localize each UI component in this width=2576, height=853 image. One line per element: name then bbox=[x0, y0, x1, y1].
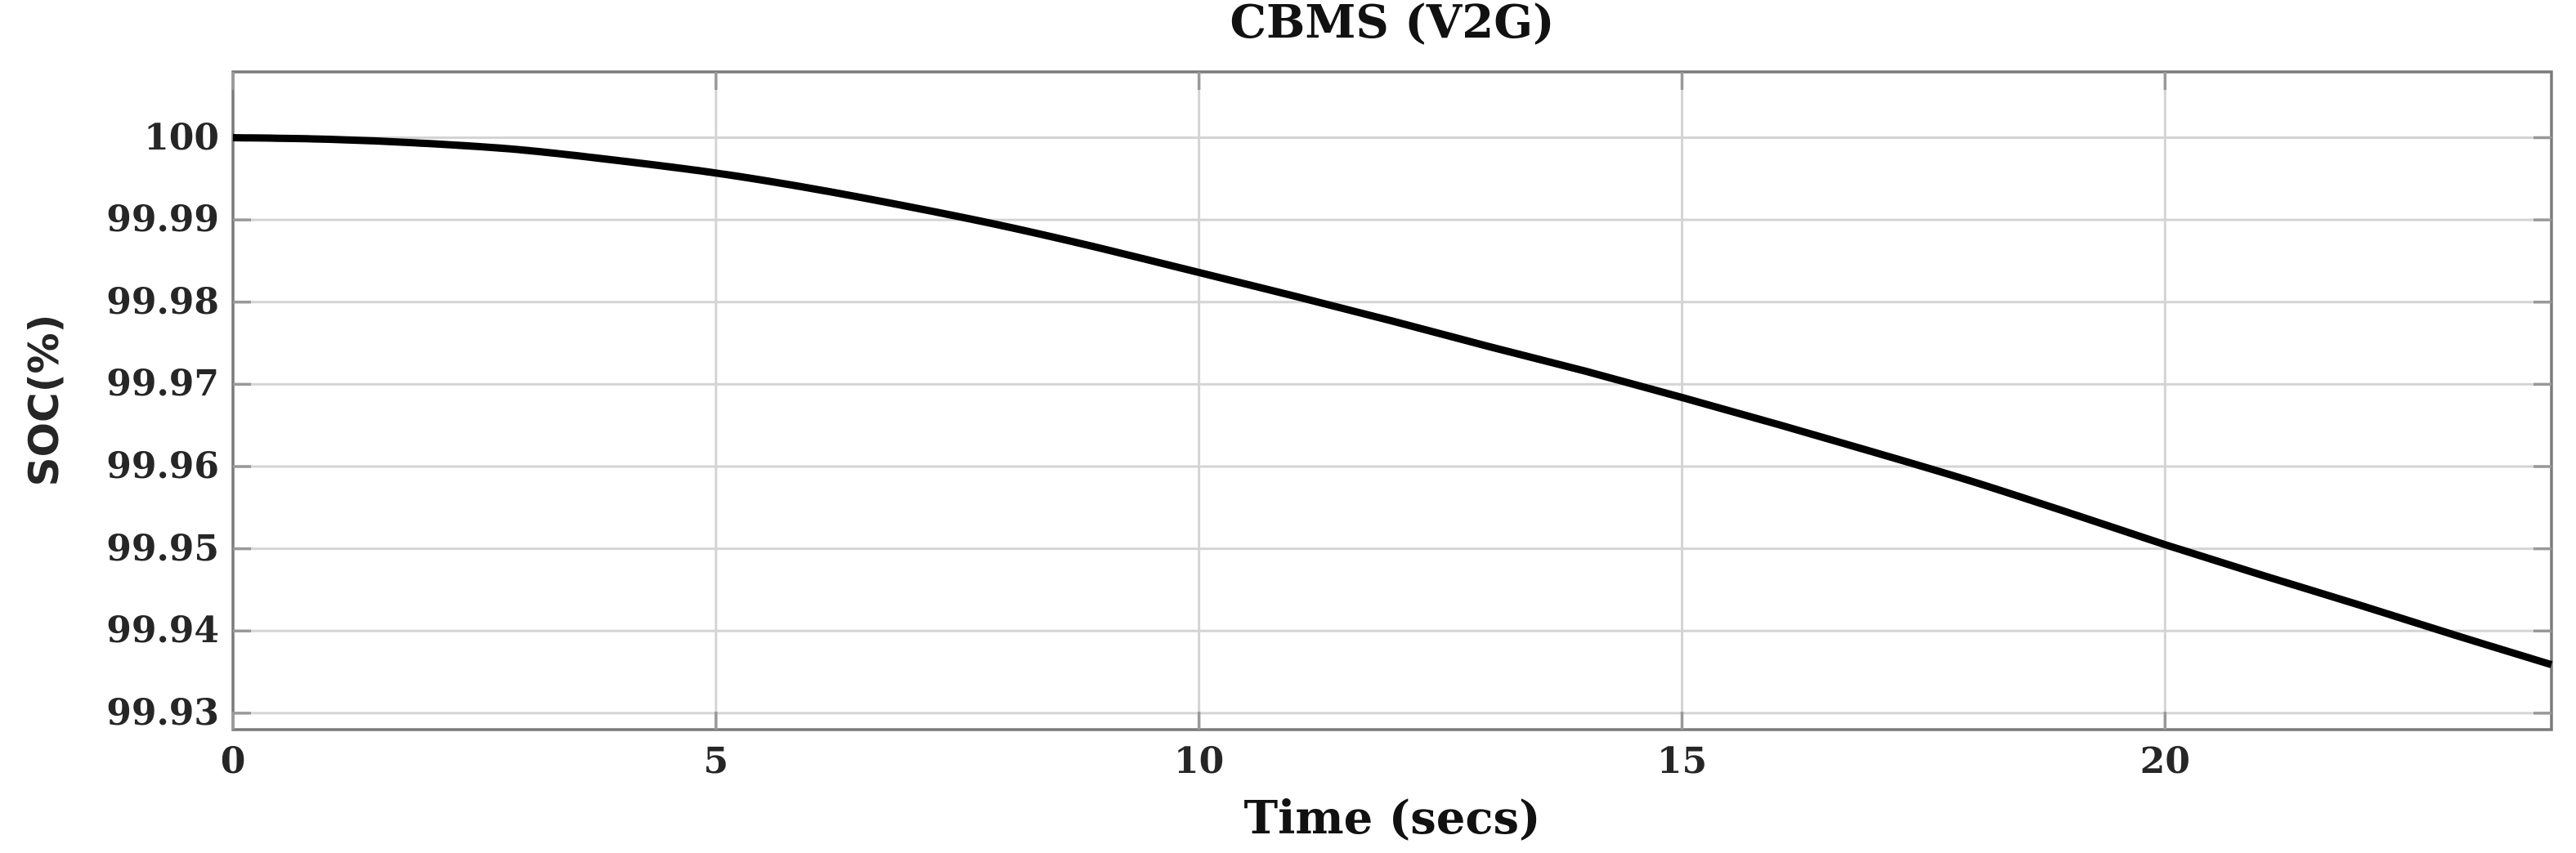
x-tick-label: 5 bbox=[703, 740, 729, 782]
x-tick-label: 10 bbox=[1174, 740, 1225, 782]
y-axis-label: SOC(%) bbox=[20, 314, 68, 487]
y-tick-label: 99.99 bbox=[106, 198, 219, 240]
y-tick-label: 99.94 bbox=[106, 610, 219, 652]
y-tick-label: 100 bbox=[144, 116, 219, 159]
chart-title: CBMS (V2G) bbox=[1230, 0, 1555, 49]
y-tick-label: 99.96 bbox=[106, 444, 219, 487]
y-tick-label: 99.98 bbox=[106, 280, 219, 323]
axis-box bbox=[231, 70, 2553, 731]
x-tick-label: 15 bbox=[1656, 740, 1708, 782]
y-tick-label: 99.95 bbox=[106, 527, 219, 569]
x-tick-label: 0 bbox=[220, 740, 246, 782]
x-axis-label: Time (secs) bbox=[1243, 791, 1541, 845]
x-tick-label: 20 bbox=[2139, 740, 2190, 782]
y-tick-label: 99.97 bbox=[106, 363, 219, 405]
y-tick-label: 99.93 bbox=[106, 691, 219, 734]
soc-curve bbox=[232, 134, 2553, 668]
